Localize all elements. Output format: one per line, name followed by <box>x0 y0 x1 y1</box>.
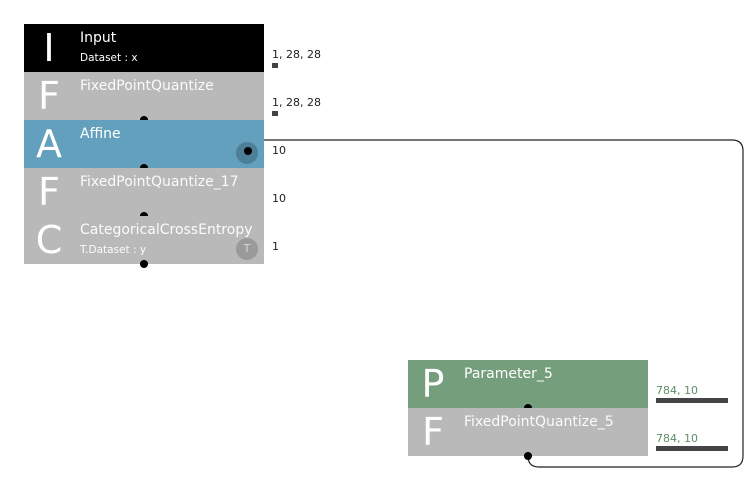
node-type-letter: F <box>422 410 444 454</box>
node-dataset-label: T.Dataset : y <box>80 244 147 256</box>
target-input-badge[interactable]: T <box>236 238 258 260</box>
node-affine[interactable]: A Affine <box>24 120 264 168</box>
node-type-letter: I <box>43 26 55 70</box>
node-type-letter: F <box>38 74 60 118</box>
node-title: CategoricalCrossEntropy <box>80 222 253 238</box>
node-type-letter: P <box>421 362 445 406</box>
parameter-size-bar <box>656 398 728 403</box>
node-parameter-5[interactable]: P Parameter_5 <box>408 360 648 408</box>
node-type-letter: F <box>38 170 60 214</box>
node-title: FixedPointQuantize_17 <box>80 174 239 190</box>
node-type-letter: C <box>35 218 63 262</box>
node-type-letter: A <box>36 122 62 166</box>
node-fixedpointquantize[interactable]: F FixedPointQuantize <box>24 72 264 120</box>
output-port[interactable] <box>524 452 532 460</box>
node-title: FixedPointQuantize_5 <box>464 414 614 430</box>
output-shape-label: 1, 28, 28 <box>272 96 321 109</box>
shape-indicator-bar <box>272 63 278 68</box>
output-shape-label: 1, 28, 28 <box>272 48 321 61</box>
shape-indicator-bar <box>272 111 278 116</box>
output-shape-label: 784, 10 <box>656 432 698 445</box>
weight-input-port[interactable] <box>244 147 252 155</box>
output-shape-label: 10 <box>272 144 286 157</box>
node-title: Input <box>80 30 117 46</box>
output-shape-label: 784, 10 <box>656 384 698 397</box>
node-title: FixedPointQuantize <box>80 78 214 94</box>
node-fixedpointquantize-17[interactable]: F FixedPointQuantize_17 <box>24 168 264 216</box>
node-title: Affine <box>80 126 121 142</box>
parameter-size-bar <box>656 446 728 451</box>
output-shape-label: 1 <box>272 240 279 253</box>
node-categoricalcrossentropy[interactable]: C CategoricalCrossEntropy T.Dataset : y … <box>24 216 264 264</box>
node-title: Parameter_5 <box>464 366 553 382</box>
output-port[interactable] <box>140 260 148 268</box>
node-dataset-label: Dataset : x <box>80 52 138 64</box>
node-input[interactable]: I Input Dataset : x <box>24 24 264 72</box>
node-fixedpointquantize-5[interactable]: F FixedPointQuantize_5 <box>408 408 648 456</box>
output-shape-label: 10 <box>272 192 286 205</box>
